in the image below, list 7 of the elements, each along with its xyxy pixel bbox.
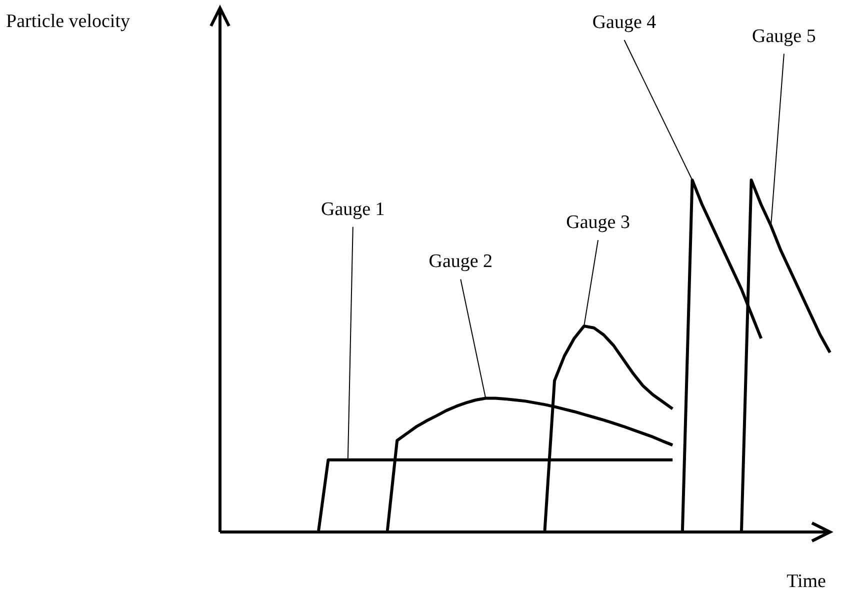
- text: Gauge 4: [592, 12, 657, 33]
- text: Particle velocity: [6, 11, 130, 32]
- annotation: Gauge 3: [566, 212, 630, 234]
- text: Gauge 5: [752, 26, 816, 47]
- x-axis-title: Time: [786, 571, 826, 592]
- annotation: Gauge 2: [428, 251, 493, 272]
- annotation: Gauge 1: [320, 198, 385, 220]
